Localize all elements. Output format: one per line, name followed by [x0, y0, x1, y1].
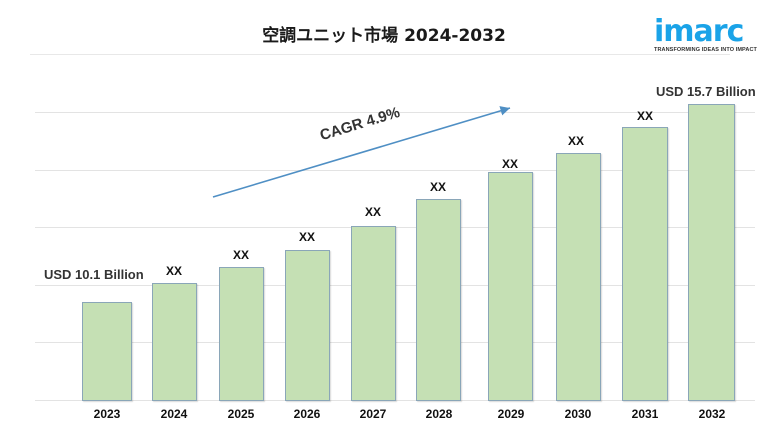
bar-value-label: XX [567, 134, 584, 148]
bar-value-label: XX [364, 205, 381, 219]
x-tick: 2030 [564, 407, 592, 421]
bar-value-label: XX [298, 230, 315, 244]
gridline [35, 112, 755, 113]
x-tick: 2031 [631, 407, 659, 421]
title-divider [30, 54, 730, 55]
bar-2023 [82, 302, 132, 401]
bar-value-label: XX [501, 157, 518, 171]
start-value-annotation: USD 10.1 Billion [44, 267, 144, 282]
gridline [35, 170, 755, 171]
imarc-logo: imarc TRANSFORMING IDEAS INTO IMPACT [654, 10, 764, 55]
bar-2026 [285, 250, 330, 401]
bar-2024 [152, 283, 197, 401]
bar-2032 [688, 104, 735, 401]
chart-title: 空調ユニット市場 2024-2032 [262, 26, 506, 46]
bar-2027 [351, 226, 396, 401]
bar-2030 [556, 153, 601, 401]
x-tick: 2023 [93, 407, 121, 421]
x-tick: 2025 [227, 407, 255, 421]
bar-value-label: XX [232, 248, 249, 262]
logo-tagline: TRANSFORMING IDEAS INTO IMPACT [654, 47, 758, 53]
x-tick: 2024 [160, 407, 188, 421]
bar-value-label: XX [429, 180, 446, 194]
bar-value-label: XX [636, 109, 653, 123]
bar-2031 [622, 127, 668, 401]
bar-value-label: XX [165, 264, 182, 278]
x-tick: 2026 [293, 407, 321, 421]
x-tick: 2029 [497, 407, 525, 421]
bar-2028 [416, 199, 461, 401]
x-tick: 2032 [698, 407, 726, 421]
x-tick: 2028 [425, 407, 453, 421]
bar-2029 [488, 172, 533, 401]
end-value-annotation: USD 15.7 Billion [656, 84, 756, 99]
bar-2025 [219, 267, 264, 401]
logo-wordmark: imarc [654, 14, 744, 49]
x-tick: 2027 [359, 407, 387, 421]
